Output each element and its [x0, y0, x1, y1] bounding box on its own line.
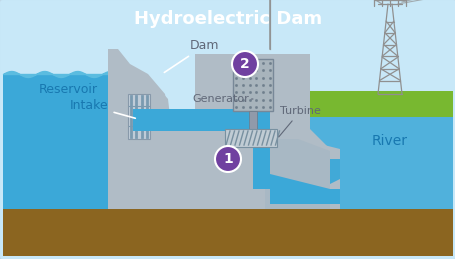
Polygon shape	[269, 139, 339, 209]
Bar	[248, 111, 257, 129]
Polygon shape	[108, 49, 175, 209]
Text: Dam: Dam	[164, 39, 219, 73]
Polygon shape	[135, 114, 200, 129]
Polygon shape	[195, 59, 309, 129]
Polygon shape	[253, 131, 269, 189]
Text: 2: 2	[240, 57, 249, 71]
Text: Hydroelectric Dam: Hydroelectric Dam	[134, 10, 321, 28]
Bar	[128, 94, 150, 139]
Polygon shape	[108, 74, 175, 209]
Text: 1: 1	[222, 152, 233, 166]
Text: River: River	[371, 134, 407, 148]
Polygon shape	[165, 129, 319, 209]
Bar	[224, 129, 276, 147]
Bar	[233, 59, 273, 111]
Polygon shape	[3, 74, 135, 209]
Polygon shape	[269, 174, 329, 204]
Polygon shape	[269, 189, 339, 204]
Text: Turbine: Turbine	[278, 106, 320, 137]
Text: Generator: Generator	[192, 94, 253, 104]
Polygon shape	[309, 114, 452, 209]
Polygon shape	[133, 109, 269, 131]
Polygon shape	[264, 139, 329, 209]
Polygon shape	[309, 91, 452, 117]
Polygon shape	[167, 54, 329, 209]
Polygon shape	[249, 159, 339, 189]
Polygon shape	[3, 209, 452, 256]
Text: Intake: Intake	[70, 99, 135, 118]
Polygon shape	[108, 74, 135, 94]
Polygon shape	[135, 111, 269, 131]
Text: Reservoir: Reservoir	[38, 83, 97, 96]
Circle shape	[232, 51, 258, 77]
Circle shape	[214, 146, 241, 172]
